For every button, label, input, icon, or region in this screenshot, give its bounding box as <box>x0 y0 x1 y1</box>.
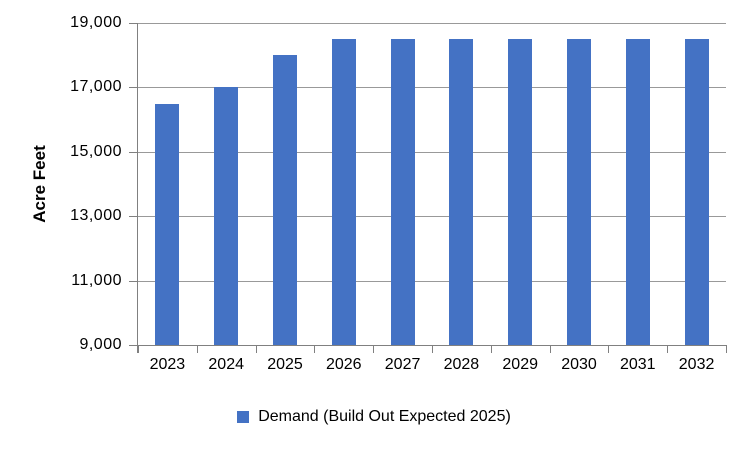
x-tick-label: 2030 <box>561 356 597 373</box>
bar-2032 <box>684 39 709 345</box>
bar-2029 <box>508 39 533 345</box>
y-axis-tick <box>129 23 138 24</box>
x-axis-tick <box>667 345 668 353</box>
x-axis-tick <box>138 345 139 353</box>
legend-label: Demand (Build Out Expected 2025) <box>258 408 511 425</box>
y-tick-label: 17,000 <box>70 78 122 95</box>
gridline <box>138 87 726 88</box>
x-axis-tick <box>432 345 433 353</box>
gridline <box>138 152 726 153</box>
bar-2026 <box>331 39 356 345</box>
x-tick-label: 2029 <box>502 356 538 373</box>
y-axis-tick <box>129 87 138 88</box>
y-axis-tick <box>129 281 138 282</box>
bar-2030 <box>567 39 591 345</box>
y-tick-label: 11,000 <box>71 272 122 289</box>
x-tick-label: 2025 <box>267 356 303 373</box>
y-axis-title: Acre Feet <box>30 145 49 223</box>
y-tick-label: 13,000 <box>70 207 122 224</box>
x-tick-label: 2027 <box>384 356 421 373</box>
y-axis-tick <box>129 216 138 217</box>
bar-2023 <box>155 103 180 345</box>
bar-2024 <box>214 87 239 345</box>
y-axis-line <box>137 23 138 353</box>
gridline <box>138 23 726 24</box>
x-axis-line <box>137 345 726 346</box>
x-tick-label: 2026 <box>325 356 362 373</box>
legend: Demand (Build Out Expected 2025) <box>0 405 748 429</box>
legend-marker-icon <box>237 411 250 423</box>
x-axis-tick <box>608 345 609 353</box>
y-axis-tick <box>129 345 138 346</box>
gridline <box>138 281 726 282</box>
x-axis-tick <box>314 345 315 353</box>
x-tick-label: 2032 <box>678 356 715 373</box>
bar-2031 <box>625 39 650 345</box>
y-tick-label: 19,000 <box>70 14 122 31</box>
x-tick-label: 2031 <box>619 356 656 373</box>
x-tick-label: 2023 <box>149 356 186 373</box>
x-axis-tick <box>491 345 492 353</box>
y-axis-tick <box>129 152 138 153</box>
y-tick-label: 9,000 <box>79 336 122 353</box>
bar-2027 <box>390 39 415 345</box>
x-tick-label: 2028 <box>443 356 480 373</box>
x-axis-tick <box>197 345 198 353</box>
x-axis-tick <box>726 345 727 353</box>
gridline <box>138 216 726 217</box>
bar-2028 <box>449 39 474 345</box>
x-axis-tick <box>256 345 257 353</box>
y-tick-label: 15,000 <box>70 143 122 160</box>
bar-2025 <box>273 55 297 345</box>
x-axis-tick <box>373 345 374 353</box>
x-tick-label: 2024 <box>208 356 244 373</box>
x-axis-tick <box>550 345 551 353</box>
